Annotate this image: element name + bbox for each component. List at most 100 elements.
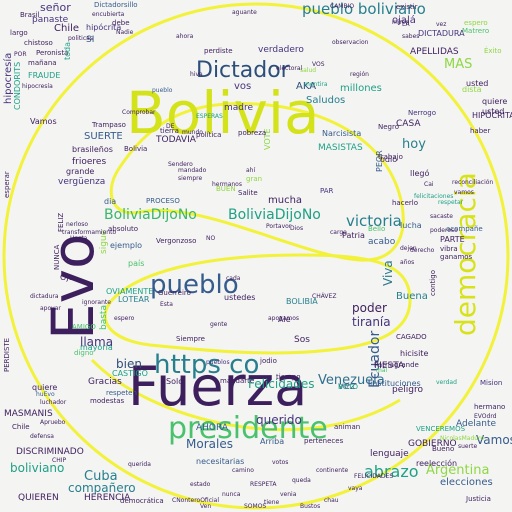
cloud-word: Esta bbox=[160, 301, 173, 308]
cloud-word: https co bbox=[154, 350, 260, 380]
cloud-word: Sendero bbox=[168, 161, 193, 168]
cloud-word: luchador bbox=[40, 399, 67, 406]
cloud-word: LA bbox=[402, 21, 410, 28]
cloud-word: Dios bbox=[290, 225, 304, 232]
cloud-word: peligro bbox=[392, 385, 423, 395]
cloud-word: CAMBIO bbox=[330, 3, 355, 10]
cloud-word: lucha bbox=[400, 221, 422, 230]
cloud-word: democrática bbox=[120, 497, 164, 505]
cloud-word: Solo bbox=[166, 377, 184, 386]
cloud-word: respeten bbox=[106, 389, 137, 397]
cloud-word: vez bbox=[338, 381, 356, 392]
cloud-word: Matrero bbox=[462, 27, 490, 35]
cloud-word: siempre bbox=[178, 175, 203, 182]
cloud-word: EVOdrd bbox=[474, 413, 497, 420]
cloud-word: hermanos bbox=[212, 181, 242, 188]
cloud-word: Ojo bbox=[60, 273, 74, 282]
cloud-word: vergüenza bbox=[58, 177, 106, 187]
cloud-word: Adelante bbox=[456, 419, 497, 429]
cloud-word: QUIEREN bbox=[18, 493, 59, 503]
middle-band-outline bbox=[103, 253, 412, 355]
cloud-word: respetar bbox=[438, 199, 464, 206]
cloud-word: toda bbox=[63, 41, 72, 60]
cloud-word: perdiste bbox=[204, 47, 233, 55]
cloud-word: DE bbox=[166, 123, 175, 130]
cloud-word: hermano bbox=[474, 403, 506, 411]
cloud-word: gente bbox=[210, 321, 228, 328]
cloud-word: sacaste bbox=[430, 213, 453, 220]
cloud-word: mandado bbox=[178, 167, 207, 174]
cloud-word: BOTO bbox=[338, 383, 358, 391]
cloud-word: dictadura bbox=[30, 293, 59, 300]
cloud-word: nunca bbox=[222, 491, 241, 498]
cloud-word: derecho bbox=[410, 247, 435, 254]
cloud-word: TODAVIA bbox=[156, 135, 196, 145]
cloud-word: FIESTA bbox=[374, 361, 405, 371]
cloud-word: pobreza bbox=[238, 129, 267, 137]
cloud-word: Dictador bbox=[196, 58, 290, 83]
cloud-word: mayoría bbox=[80, 343, 113, 352]
cloud-word: vaya bbox=[348, 485, 363, 492]
cloud-word: chau bbox=[324, 497, 339, 504]
cloud-word: mundo bbox=[182, 129, 203, 136]
cloud-word: Gracias bbox=[88, 377, 122, 387]
cloud-word: mañana bbox=[28, 59, 57, 67]
cloud-word: llegó bbox=[410, 169, 430, 178]
cloud-word: elecciones bbox=[440, 477, 493, 488]
cloud-word: verdad bbox=[436, 379, 457, 386]
cloud-word: hipócrita bbox=[86, 23, 122, 32]
cloud-word: señor bbox=[40, 1, 71, 14]
cloud-word: huEvo bbox=[36, 391, 55, 398]
cloud-word: continente bbox=[316, 467, 349, 474]
cloud-word: bien bbox=[116, 357, 142, 371]
cloud-word: dia bbox=[104, 197, 117, 206]
cloud-word: Portavor bbox=[266, 223, 292, 230]
cloud-word: frioeres bbox=[72, 157, 107, 167]
cloud-word: SI bbox=[86, 35, 95, 45]
cloud-word: verdadero bbox=[258, 45, 304, 55]
cloud-word: apoyar bbox=[40, 305, 61, 312]
cloud-word: compañero bbox=[68, 481, 136, 495]
cloud-word: espero bbox=[464, 19, 488, 27]
cloud-word: Vamos bbox=[476, 433, 512, 447]
cloud-word: necesitarias bbox=[196, 457, 245, 466]
cloud-word: Venezuela bbox=[318, 373, 385, 388]
cloud-word: FELIZ bbox=[57, 212, 65, 232]
cloud-word: Éxito bbox=[484, 47, 502, 55]
cloud-word: lenguaje bbox=[370, 449, 409, 459]
cloud-word: Salite bbox=[238, 189, 258, 197]
cloud-word: aguante bbox=[232, 9, 257, 16]
cloud-word: pueblo bbox=[152, 87, 173, 94]
cloud-word: encubierta bbox=[92, 11, 125, 18]
cloud-word: votos bbox=[272, 459, 289, 466]
cloud-word: venia bbox=[280, 491, 297, 498]
cloud-word: odio bbox=[380, 155, 398, 164]
cloud-word: perteneces bbox=[304, 437, 344, 445]
cloud-word: Cuba bbox=[84, 469, 118, 484]
cloud-word: jodio bbox=[260, 357, 277, 365]
cloud-word: Dictadorsillo bbox=[94, 1, 138, 9]
lower-arc-outline bbox=[90, 358, 401, 432]
cloud-word: apoyamos bbox=[268, 315, 300, 322]
cloud-word: dista bbox=[462, 85, 482, 94]
cloud-word: dejen bbox=[400, 245, 417, 252]
cloud-word: MASMANIS bbox=[4, 409, 53, 419]
cloud-word: nerloso bbox=[66, 221, 89, 228]
cloud-word: pueblo boliviano bbox=[302, 0, 426, 18]
cloud-word: Cai bbox=[424, 181, 434, 188]
cloud-word: Saludos bbox=[306, 95, 346, 106]
cloud-word: acabo bbox=[368, 237, 396, 247]
cloud-word: poderoso bbox=[430, 227, 458, 234]
cloud-word: Narcisista bbox=[322, 129, 362, 138]
cloud-word: política bbox=[196, 131, 222, 139]
cloud-word: DICTADURA bbox=[418, 29, 465, 38]
cloud-word: Negro bbox=[378, 123, 399, 131]
cloud-word: ganamos bbox=[440, 253, 473, 261]
cloud-word: Brasil bbox=[20, 11, 40, 19]
cloud-word: sabes bbox=[402, 33, 420, 40]
cloud-word: vez bbox=[436, 21, 447, 28]
cloud-word: felicitaciones bbox=[414, 193, 454, 200]
cloud-word: victoria bbox=[346, 212, 402, 230]
cloud-word: reelección bbox=[416, 459, 458, 468]
cloud-word: ustedes bbox=[224, 293, 256, 302]
